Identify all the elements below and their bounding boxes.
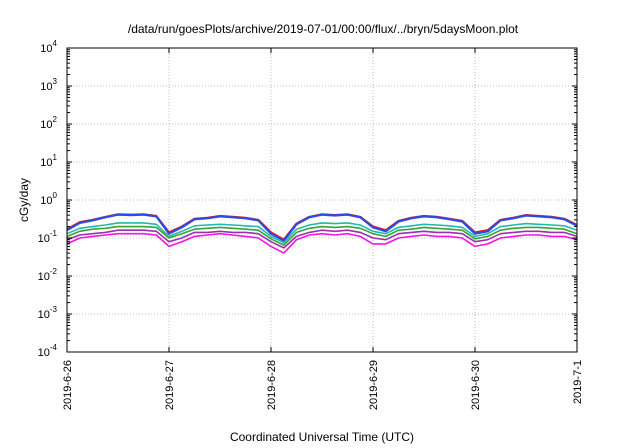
x-tick-label: 2019-6-26 (62, 360, 74, 410)
x-axis-ticks: 2019-6-26 2019-6-27 2019-6-28 2019-6-29 2019… (62, 48, 584, 410)
grid-lines (67, 48, 577, 352)
x-axis-label: Coordinated Universal Time (UTC) (230, 430, 414, 444)
series-line (66, 232, 578, 254)
series-line (66, 213, 578, 242)
x-tick-label: 2019-6-29 (368, 360, 380, 410)
chart-title: /data/run/goesPlots/archive/2019-07-01/0… (128, 22, 519, 36)
series-line (66, 225, 578, 246)
x-tick-label: 2019-7-1 (572, 360, 584, 404)
y-axis-label: cGy/day (17, 178, 31, 222)
x-tick-label: 2019-6-30 (470, 360, 482, 410)
series-line (66, 229, 578, 249)
series-line (66, 222, 578, 244)
x-tick-label: 2019-6-27 (164, 360, 176, 410)
x-tick-label: 2019-6-28 (266, 360, 278, 410)
data-series-group (66, 213, 578, 254)
